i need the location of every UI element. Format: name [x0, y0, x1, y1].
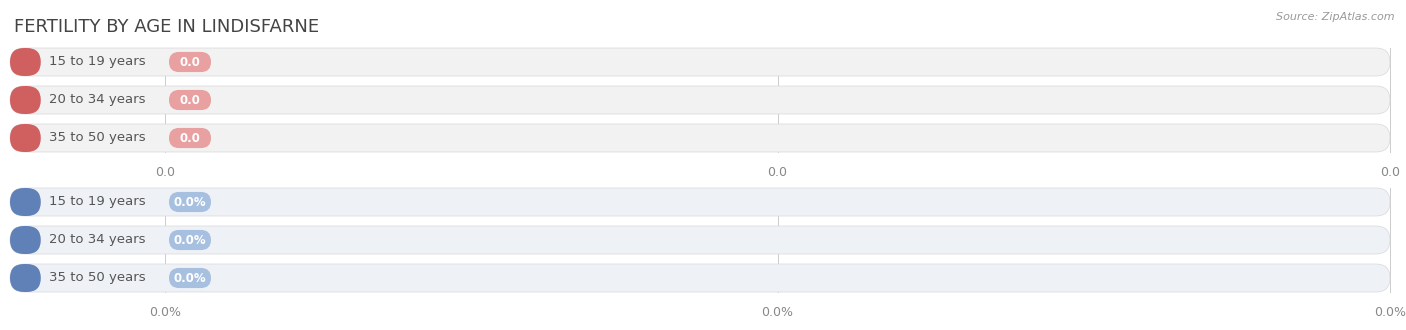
Text: 20 to 34 years: 20 to 34 years [49, 93, 145, 107]
Text: 0.0%: 0.0% [149, 306, 181, 319]
Text: 0.0%: 0.0% [1374, 306, 1406, 319]
FancyBboxPatch shape [10, 226, 41, 254]
FancyBboxPatch shape [10, 188, 41, 216]
Text: 0.0: 0.0 [180, 93, 201, 107]
FancyBboxPatch shape [10, 124, 41, 152]
Text: Source: ZipAtlas.com: Source: ZipAtlas.com [1277, 12, 1395, 22]
Text: 15 to 19 years: 15 to 19 years [49, 55, 145, 69]
FancyBboxPatch shape [10, 86, 41, 114]
Text: 0.0%: 0.0% [174, 234, 207, 247]
FancyBboxPatch shape [10, 264, 1391, 292]
Text: 20 to 34 years: 20 to 34 years [49, 234, 145, 247]
Text: 0.0%: 0.0% [762, 306, 793, 319]
Text: FERTILITY BY AGE IN LINDISFARNE: FERTILITY BY AGE IN LINDISFARNE [14, 18, 319, 36]
Text: 0.0%: 0.0% [174, 195, 207, 209]
Text: 0.0: 0.0 [180, 55, 201, 69]
FancyBboxPatch shape [10, 124, 1391, 152]
FancyBboxPatch shape [10, 48, 1391, 76]
FancyBboxPatch shape [169, 230, 211, 250]
FancyBboxPatch shape [169, 52, 211, 72]
Text: 35 to 50 years: 35 to 50 years [49, 272, 145, 284]
FancyBboxPatch shape [169, 268, 211, 288]
Text: 0.0: 0.0 [1381, 166, 1400, 179]
FancyBboxPatch shape [10, 264, 41, 292]
FancyBboxPatch shape [10, 48, 41, 76]
Text: 0.0: 0.0 [180, 131, 201, 145]
Text: 15 to 19 years: 15 to 19 years [49, 195, 145, 209]
FancyBboxPatch shape [10, 226, 1391, 254]
FancyBboxPatch shape [169, 128, 211, 148]
FancyBboxPatch shape [10, 188, 1391, 216]
FancyBboxPatch shape [10, 86, 1391, 114]
Text: 0.0: 0.0 [768, 166, 787, 179]
FancyBboxPatch shape [169, 192, 211, 212]
FancyBboxPatch shape [169, 90, 211, 110]
Text: 35 to 50 years: 35 to 50 years [49, 131, 145, 145]
Text: 0.0%: 0.0% [174, 272, 207, 284]
Text: 0.0: 0.0 [155, 166, 174, 179]
